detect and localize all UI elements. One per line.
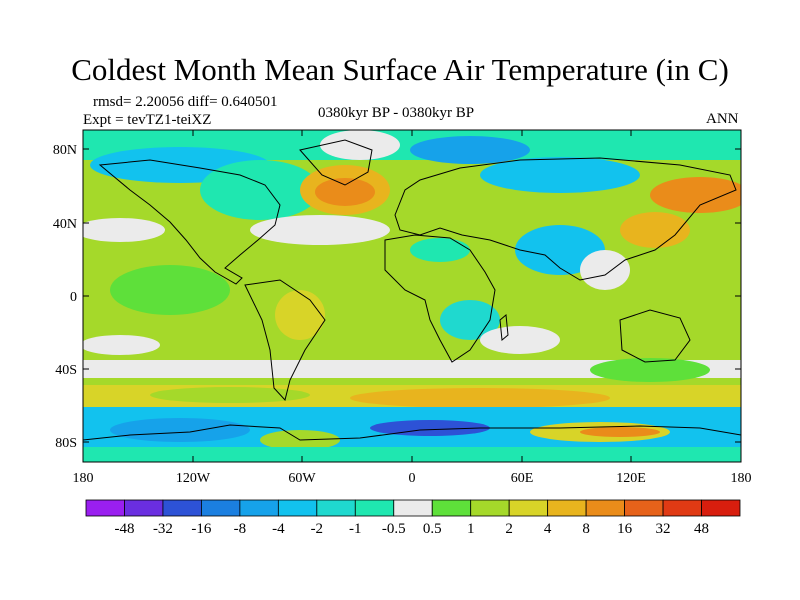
colorbar-label: -32: [153, 521, 173, 537]
lon-label-60w: 60W: [288, 471, 316, 486]
lat-label-80s: 80S: [55, 436, 77, 451]
colorbar-swatch: [162, 499, 202, 517]
colorbar-swatch: [201, 499, 241, 517]
colorbar-label: -8: [234, 521, 247, 537]
colorbar-label: -0.5: [382, 521, 406, 537]
lon-label-180e: 180: [731, 471, 752, 486]
lon-label-0: 0: [409, 471, 416, 486]
colorbar-label: -4: [272, 521, 285, 537]
colorbar-label: 16: [617, 521, 633, 537]
lat-label-0: 0: [70, 290, 77, 305]
coast-antarctica: [83, 424, 741, 441]
lon-label-180w: 180: [73, 471, 94, 486]
colorbar-swatch: [624, 499, 664, 517]
coastlines: [83, 139, 741, 441]
map-title: Coldest Month Mean Surface Air Temperatu…: [71, 52, 729, 87]
lat-label-80n: 80N: [53, 143, 77, 158]
coast-eurasia: [394, 157, 737, 281]
colorbar-swatch: [239, 499, 279, 517]
colorbar-label: -16: [191, 521, 211, 537]
coast-south-america: [244, 279, 326, 402]
colorbar-swatch: [393, 499, 433, 517]
colorbar-label: 0.5: [423, 521, 442, 537]
colorbar-swatch: [585, 499, 625, 517]
lon-tick-marks: [192, 130, 632, 462]
lon-label-60e: 60E: [511, 471, 534, 486]
experiment-label: Expt = tevTZ1-teiXZ: [83, 112, 212, 128]
lon-label-120w: 120W: [176, 471, 211, 486]
coast-africa: [384, 234, 496, 363]
colorbar-swatch: [662, 499, 702, 517]
colorbar-label: -48: [114, 521, 134, 537]
colorbar-swatch: [354, 499, 395, 517]
colorbar-swatch: [431, 499, 472, 517]
period-label: 0380kyr BP - 0380kyr BP: [318, 105, 475, 121]
lon-label-120e: 120E: [616, 471, 646, 486]
colorbar-swatch: [124, 499, 164, 517]
colorbar-swatch: [470, 499, 510, 517]
coast-greenland: [299, 139, 373, 186]
colorbar: -48 -32 -16 -8 -4 -2 -1 -0.5 0.5 1 2 4 8 16 32 48: [85, 499, 741, 537]
colorbar-swatch: [85, 499, 125, 517]
lat-label-40s: 40S: [55, 363, 77, 378]
colorbar-label: -2: [311, 521, 324, 537]
colorbar-swatch: [701, 499, 741, 517]
season-label: ANN: [706, 111, 739, 127]
colorbar-label: 4: [544, 521, 552, 537]
colorbar-label: 48: [694, 521, 709, 537]
colorbar-swatch: [316, 499, 356, 517]
colorbar-label: -1: [349, 521, 362, 537]
temperature-field: [83, 130, 741, 462]
coast-madagascar: [499, 314, 509, 341]
coast-north-america: [98, 159, 281, 285]
stats-label: rmsd= 2.20056 diff= 0.640501: [93, 94, 278, 110]
coast-australia: [619, 309, 691, 363]
colorbar-label: 1: [467, 521, 475, 537]
colorbar-label: 2: [505, 521, 513, 537]
colorbar-label: 8: [582, 521, 590, 537]
colorbar-swatch: [277, 499, 318, 517]
lat-label-40n: 40N: [53, 217, 77, 232]
colorbar-label: 32: [656, 521, 671, 537]
colorbar-swatch: [547, 499, 587, 517]
colorbar-swatch: [508, 499, 549, 517]
lat-tick-marks: [83, 148, 741, 443]
